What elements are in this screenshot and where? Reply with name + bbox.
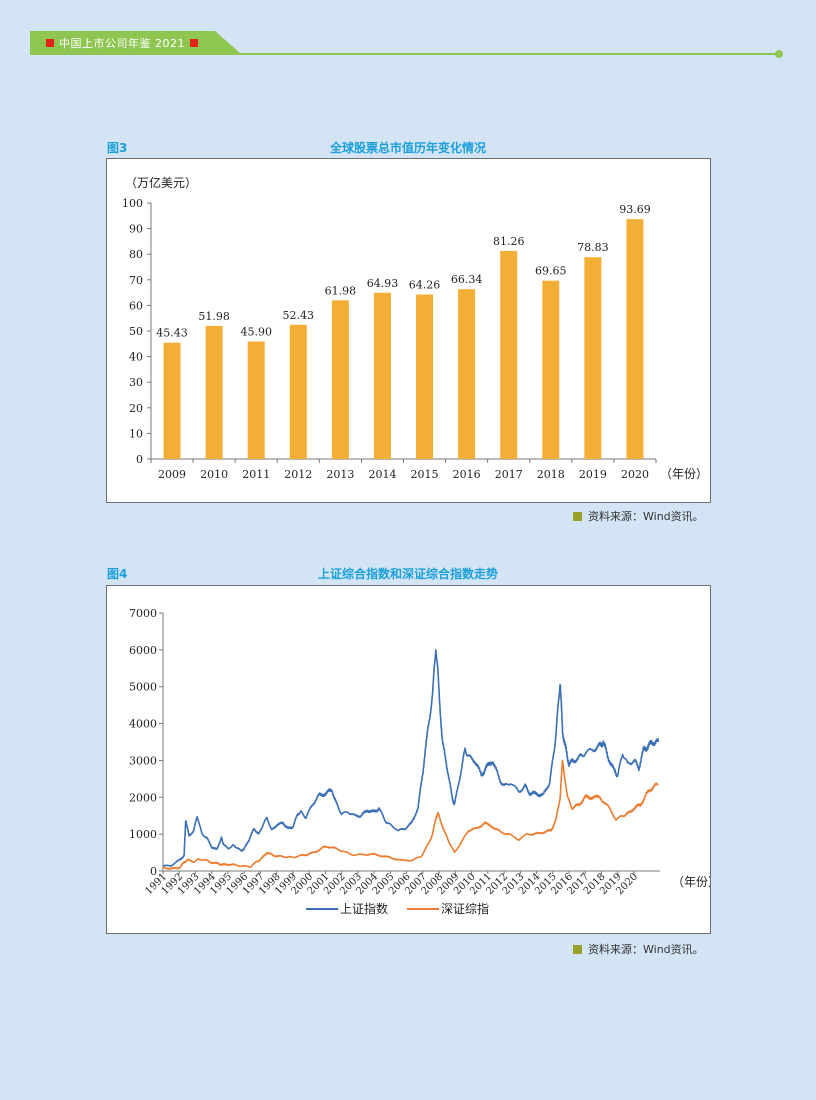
figure3-source-text: 资料来源：Wind资讯。 (588, 510, 704, 523)
x-tick-label: 2010 (200, 468, 228, 481)
book-title: 中国上市公司年鉴 2021 (59, 37, 185, 50)
y-tick-label: 7000 (129, 607, 157, 620)
bar-2019 (584, 257, 602, 459)
y-tick-label: 6000 (129, 644, 157, 657)
bar-value-label: 66.34 (451, 273, 483, 286)
red-square-icon (190, 39, 198, 47)
series-line-shanghai (162, 649, 660, 867)
bar-value-label: 45.43 (156, 327, 188, 340)
figure4-source: 资料来源：Wind资讯。 (573, 941, 704, 957)
y-tick-label: 70 (129, 274, 143, 287)
bar-2020 (626, 219, 644, 459)
figure3-chart-frame: （万亿美元） 0 10 20 30 40 50 60 70 80 90 100 45.43 2009 51.… (106, 158, 711, 503)
figure4-title: 上证综合指数和深证综合指数走势 (317, 567, 498, 581)
x-tick-label: 2009 (158, 468, 186, 481)
y-tick-label: 90 (129, 223, 143, 236)
x-tick-label: 2011 (242, 468, 270, 481)
x-tick-label: 2018 (537, 468, 565, 481)
bar-2013 (331, 300, 349, 459)
bar-2016 (458, 289, 476, 459)
y-tick-label: 0 (150, 865, 157, 878)
bar-2010 (205, 325, 223, 459)
y-tick-label: 1000 (129, 828, 157, 841)
figure3-title: 全球股票总市值历年变化情况 (329, 141, 486, 155)
x-tick-label: 2019 (579, 468, 607, 481)
x-tick-label: 2014 (368, 468, 396, 481)
bar-2015 (416, 294, 434, 459)
bar-2009 (163, 342, 181, 459)
legend-label: 深证综指 (441, 901, 489, 916)
red-square-icon (46, 39, 54, 47)
bar-value-label: 52.43 (283, 309, 315, 322)
figure3-label: 图3 (107, 141, 128, 155)
figure3-source: 资料来源：Wind资讯。 (573, 508, 704, 524)
bar-value-label: 51.98 (198, 310, 230, 323)
source-marker-icon (573, 944, 582, 954)
bar-2011 (247, 341, 265, 459)
x-axis-unit-label: （年份） (672, 875, 710, 889)
x-tick-label: 2016 (453, 468, 481, 481)
x-tick-label: 2013 (326, 468, 354, 481)
series-line-shenzhen (162, 759, 659, 870)
bar-value-label: 93.69 (619, 203, 651, 216)
bar-value-label: 45.90 (240, 325, 271, 338)
bar-chart: （万亿美元） 0 10 20 30 40 50 60 70 80 90 100 45.43 2009 51.… (122, 175, 708, 481)
y-tick-label: 0 (136, 453, 143, 466)
running-header: 中国上市公司年鉴 2021 (46, 35, 198, 51)
bar-value-label: 78.83 (577, 241, 609, 254)
bar-2014 (373, 292, 391, 459)
y-tick-label: 2000 (129, 791, 157, 804)
bar-2018 (542, 280, 560, 459)
figure4-label: 图4 (107, 567, 128, 581)
source-marker-icon (573, 511, 582, 521)
bar-value-label: 61.98 (325, 284, 357, 297)
y-tick-label: 3000 (129, 754, 157, 767)
bar-value-label: 69.65 (535, 265, 567, 278)
y-tick-label: 4000 (129, 718, 157, 731)
line-chart: 0100020003000400050006000700019911992199… (129, 607, 720, 916)
y-tick-label: 5000 (129, 681, 157, 694)
header-tab (30, 31, 240, 53)
bar-value-label: 81.26 (493, 235, 525, 248)
figure4-chart-frame: 0 1000 2000 3000 4000 5000 6000 7000 1991 1992 199… (106, 585, 720, 934)
bar-2012 (289, 324, 307, 459)
header-rule-dot (775, 50, 783, 58)
y-axis-unit-label: （万亿美元） (125, 175, 197, 190)
x-tick-label: 2015 (411, 468, 439, 481)
x-tick-label: 2012 (284, 468, 312, 481)
bar-value-label: 64.26 (409, 278, 441, 291)
y-tick-label: 60 (129, 299, 143, 312)
figure4-source-text: 资料来源：Wind资讯。 (588, 943, 704, 956)
y-tick-label: 50 (129, 325, 143, 338)
legend-label: 上证指数 (340, 901, 388, 916)
y-tick-label: 100 (122, 197, 143, 210)
header-rule (30, 53, 780, 55)
x-tick-label: 2020 (621, 468, 649, 481)
x-axis-unit-label: （年份） (660, 467, 708, 481)
y-tick-label: 40 (129, 351, 143, 364)
y-tick-label: 80 (129, 248, 143, 261)
y-tick-label: 20 (129, 402, 143, 415)
x-tick-label: 2017 (495, 468, 523, 481)
bar-value-label: 64.93 (367, 277, 399, 290)
y-tick-label: 30 (129, 376, 143, 389)
bar-2017 (500, 250, 518, 459)
y-tick-label: 10 (129, 427, 143, 440)
